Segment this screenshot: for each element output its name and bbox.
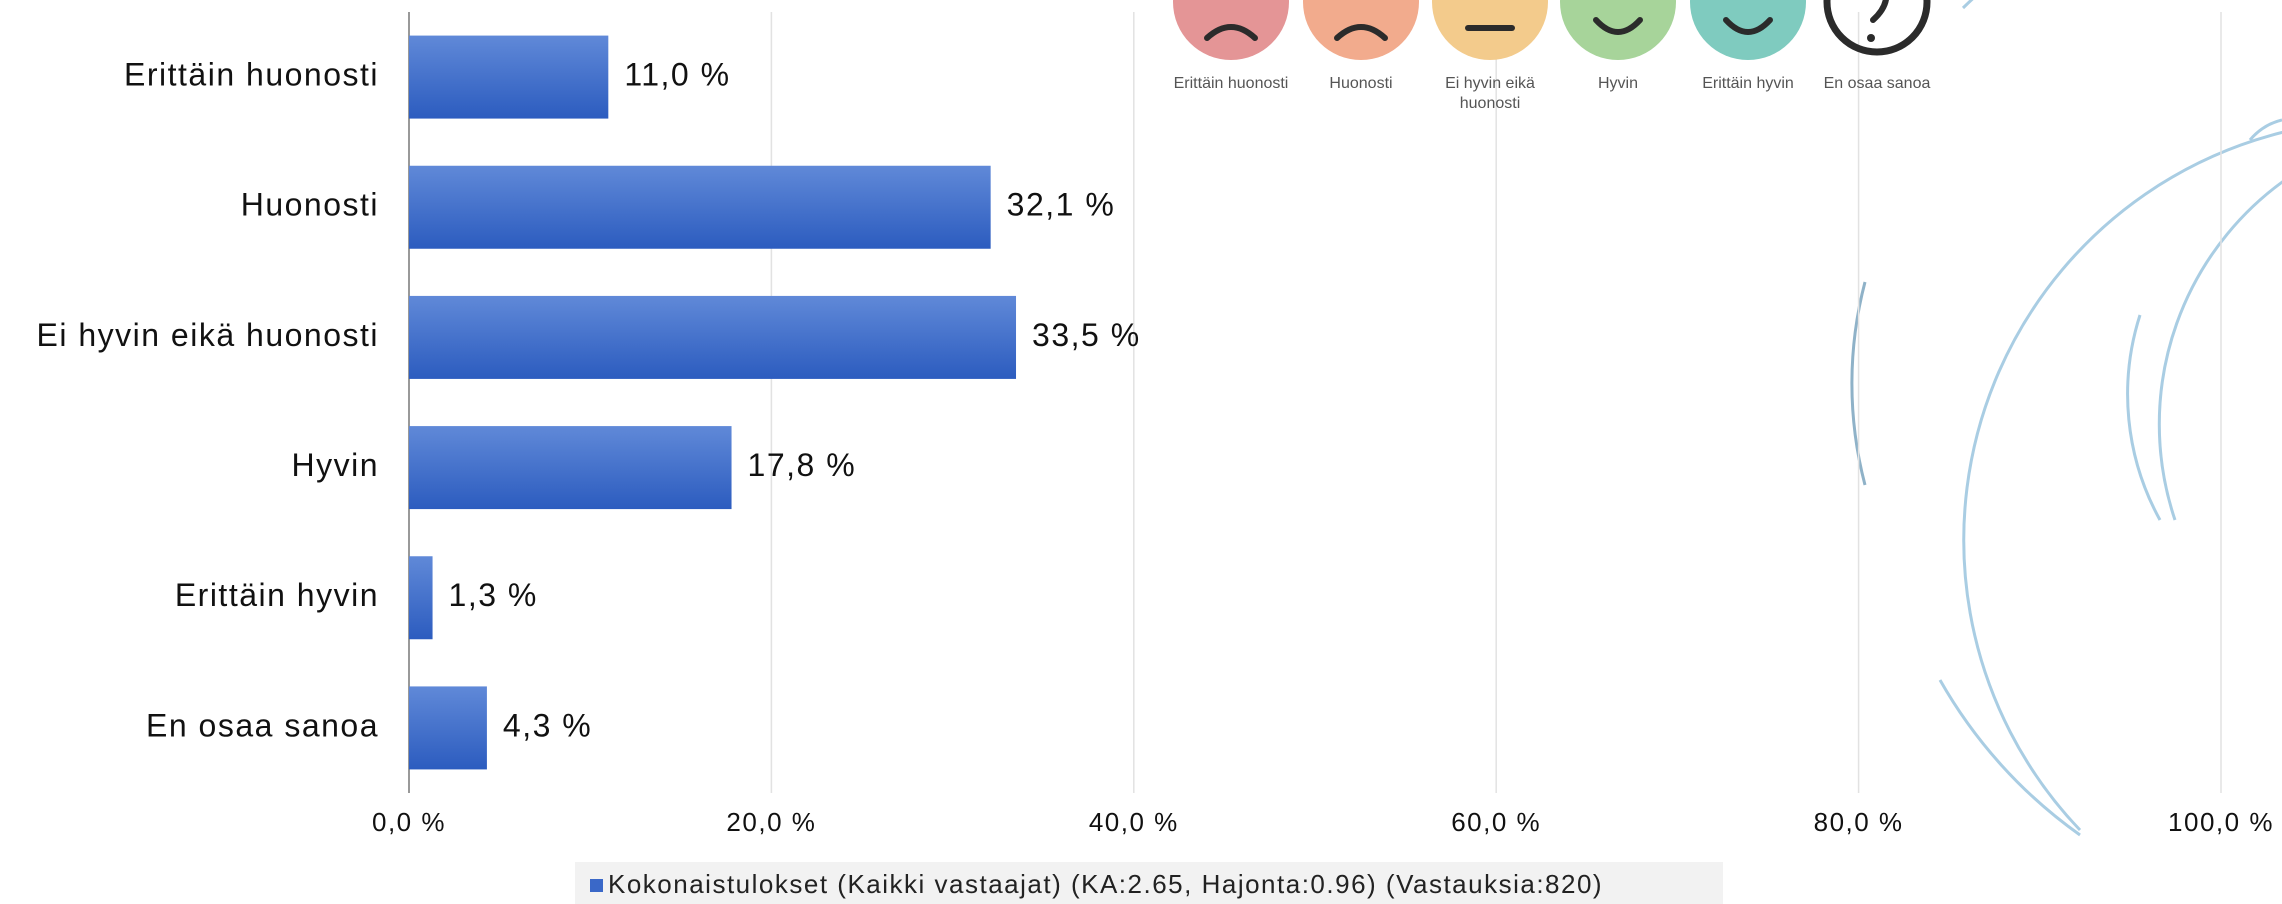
decor-arcs: [1938, 0, 2282, 837]
x-tick-label: 20,0 %: [726, 807, 816, 837]
face-mouth: [1723, 17, 1773, 35]
face-mouth: [1593, 17, 1643, 35]
legend-label: Kokonaistulokset (Kaikki vastaajat) (KA:…: [608, 869, 1603, 899]
y-tick-label: Hyvin: [291, 447, 379, 483]
y-tick-label: En osaa sanoa: [146, 707, 379, 743]
y-tick-label: Erittäin hyvin: [175, 577, 379, 613]
data-label: 11,0 %: [624, 57, 730, 93]
data-label: 33,5 %: [1032, 317, 1141, 353]
question-mark: [1870, 0, 1889, 23]
bar: [409, 686, 487, 770]
data-label: 1,3 %: [449, 577, 538, 613]
y-tick-label: Ei hyvin eikä huonosti: [36, 317, 379, 353]
icon-label: Erittäin huonosti: [1173, 75, 1289, 92]
bar: [409, 556, 433, 640]
icon-label: Huonosti: [1329, 75, 1393, 92]
legend-swatch: [590, 879, 603, 892]
icon-label: Ei hyvin eikä huonosti: [1445, 75, 1535, 112]
y-tick-label: Huonosti: [241, 187, 379, 223]
decor-arcs: [1850, 281, 1867, 486]
data-label: 32,1 %: [1007, 187, 1116, 223]
bar: [409, 426, 732, 510]
x-tick-label: 100,0 %: [2168, 807, 2274, 837]
icon-label: En osaa sanoa: [1823, 75, 1931, 92]
icon-label: Erittäin hyvin: [1702, 75, 1794, 92]
bar: [409, 295, 1017, 379]
face-mouth: [1204, 24, 1258, 41]
question-icon: [1823, 0, 1931, 56]
legend-bg: [575, 862, 1723, 904]
x-tick-label: 0,0 %: [372, 807, 446, 837]
icon-label: Hyvin: [1597, 75, 1638, 92]
bar: [409, 35, 609, 119]
data-label: 4,3 %: [503, 707, 592, 743]
data-label: 17,8 %: [748, 447, 857, 483]
question-dot: [1867, 34, 1875, 42]
x-tick-label: 80,0 %: [1814, 807, 1904, 837]
x-tick-label: 40,0 %: [1089, 807, 1179, 837]
bar: [409, 165, 991, 249]
y-tick-label: Erittäin huonosti: [124, 57, 379, 93]
face-mouth: [1334, 24, 1388, 41]
x-tick-label: 60,0 %: [1451, 807, 1541, 837]
